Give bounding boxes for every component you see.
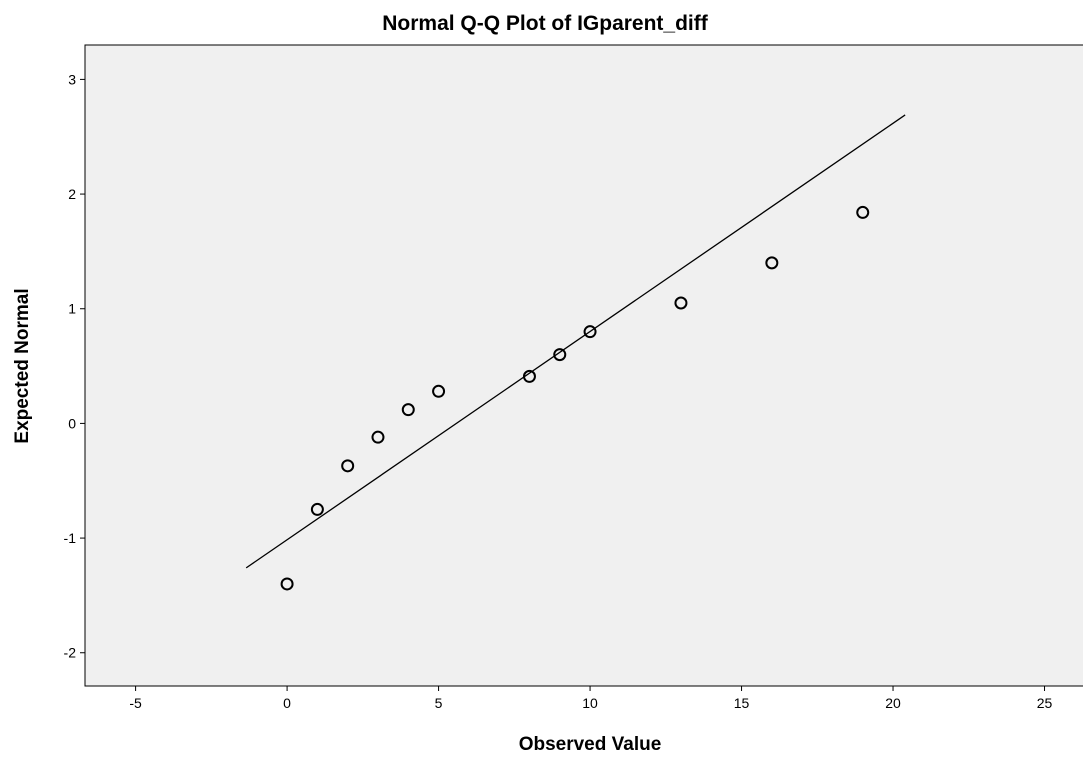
data-point xyxy=(583,325,597,339)
x-tick-label: 0 xyxy=(283,695,291,711)
y-tick-label: 3 xyxy=(68,71,76,87)
x-tick-label: -5 xyxy=(129,695,142,711)
data-point xyxy=(371,430,385,444)
x-tick-label: 25 xyxy=(1037,695,1053,711)
chart-title: Normal Q-Q Plot of IGparent_diff xyxy=(382,12,709,35)
data-point xyxy=(432,384,446,398)
x-tick-label: 5 xyxy=(435,695,443,711)
y-axis-title: Expected Normal xyxy=(12,288,33,443)
y-tick-label: -1 xyxy=(64,530,77,546)
data-point xyxy=(856,205,870,219)
reference-line xyxy=(245,114,906,569)
data-point xyxy=(553,348,567,362)
x-tick-label: 20 xyxy=(885,695,901,711)
x-tick-label: 15 xyxy=(734,695,750,711)
y-tick-label: 1 xyxy=(68,301,76,317)
y-tick-label: 2 xyxy=(68,186,76,202)
data-point xyxy=(674,296,688,310)
y-tick-label: 0 xyxy=(68,415,76,431)
data-point xyxy=(310,502,324,516)
plot-area xyxy=(84,44,1083,687)
x-tick-label: 10 xyxy=(582,695,598,711)
data-point xyxy=(522,369,536,383)
data-point xyxy=(765,256,779,270)
data-point xyxy=(280,577,294,591)
data-point xyxy=(341,459,355,473)
y-tick-label: -2 xyxy=(64,645,77,661)
data-point xyxy=(401,403,415,417)
x-axis-title: Observed Value xyxy=(519,734,662,755)
